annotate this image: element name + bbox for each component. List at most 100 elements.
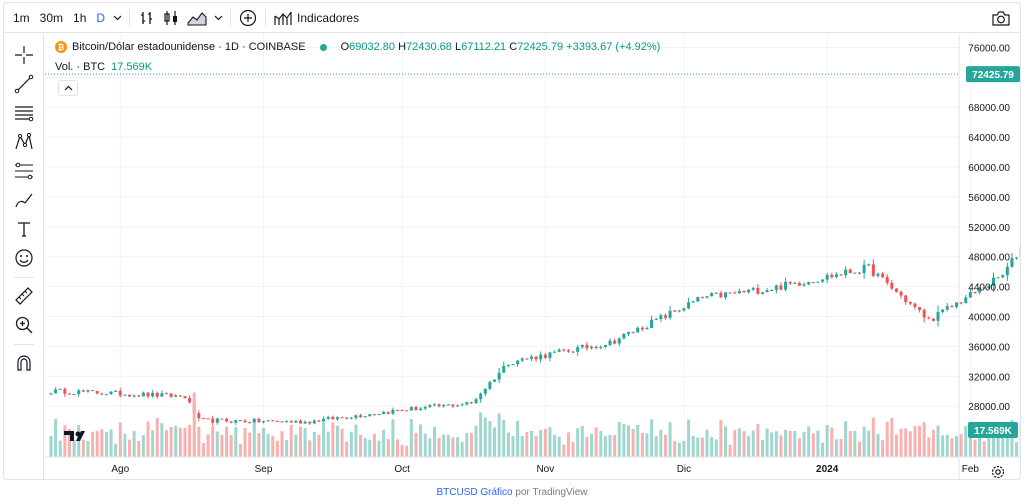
horizontal-lines-icon[interactable] <box>11 100 37 126</box>
volume-bar <box>442 434 446 457</box>
chevron-down-icon[interactable] <box>110 3 124 33</box>
volume-bar <box>765 428 769 457</box>
candle-body <box>354 415 358 418</box>
volume-bar <box>816 430 820 457</box>
candle-body <box>128 394 132 397</box>
volume-legend: Vol. · BTC 17.569K <box>55 61 152 73</box>
volume-bar <box>67 428 71 457</box>
camera-icon[interactable] <box>990 8 1012 28</box>
magnet-icon[interactable] <box>11 350 37 376</box>
indicators-button[interactable]: Indicadores <box>297 10 360 25</box>
time-tick-label: Dic <box>677 464 691 475</box>
volume-bar <box>687 419 691 457</box>
emoji-icon[interactable] <box>11 245 37 271</box>
candle-body <box>359 415 363 417</box>
volume-bar <box>169 426 173 457</box>
candle-body <box>271 420 275 422</box>
interval-30m[interactable]: 30m <box>39 10 64 25</box>
candle-body <box>308 421 312 424</box>
fib-retracement-icon[interactable] <box>11 158 37 184</box>
volume-bar <box>599 431 603 457</box>
trend-line-icon[interactable] <box>11 71 37 97</box>
chevron-down-icon[interactable] <box>211 3 225 33</box>
candle-body <box>95 390 99 394</box>
interval-1m[interactable]: 1m <box>13 10 30 25</box>
low-key: L <box>454 41 462 53</box>
candle-body <box>465 402 469 405</box>
close-value: 72425.79 <box>517 41 564 53</box>
indicators-icon[interactable] <box>271 3 295 33</box>
volume-bar <box>881 440 885 457</box>
volume-bar <box>627 425 630 457</box>
candle-body <box>67 393 71 395</box>
candle-body <box>576 347 580 352</box>
divider <box>14 277 34 278</box>
volume-bar <box>927 437 931 457</box>
divider <box>230 8 232 27</box>
candle-body <box>174 395 178 397</box>
brush-icon[interactable] <box>11 187 37 213</box>
volume-bar <box>894 434 898 457</box>
volume-bar <box>548 427 552 457</box>
gear-icon[interactable] <box>990 464 1006 479</box>
volume-bar <box>483 417 487 457</box>
ruler-icon[interactable] <box>11 283 37 309</box>
volume-bar <box>201 443 205 457</box>
volume-bar <box>460 441 464 457</box>
area-style-icon[interactable] <box>183 3 211 33</box>
volume-bar <box>696 437 700 457</box>
high-value: 72430.68 <box>406 41 452 53</box>
text-icon[interactable] <box>11 216 37 242</box>
pattern-icon[interactable] <box>11 129 37 155</box>
candle-body <box>400 410 404 412</box>
volume-bar <box>506 432 510 457</box>
volume-bar <box>396 439 399 457</box>
volume-bar <box>174 425 178 457</box>
volume-bar <box>1015 442 1019 457</box>
candle-body <box>349 417 353 419</box>
volume-tag: 17.569K <box>968 422 1018 438</box>
symbol-title[interactable]: Bitcoin/Dólar estadounidense · 1D · COIN… <box>72 41 306 53</box>
volume-bar <box>945 434 949 457</box>
volume-bar <box>585 436 589 457</box>
symbol-link[interactable]: BTCUSD Gráfico <box>436 487 513 498</box>
volume-bar <box>409 419 413 457</box>
candle-body <box>673 310 677 312</box>
interval-1h[interactable]: 1h <box>73 10 87 25</box>
volume-bar <box>349 431 353 457</box>
bar-style-icon[interactable] <box>135 3 159 33</box>
volume-bar <box>354 424 358 457</box>
candle-style-icon[interactable] <box>159 3 183 33</box>
price-tick-label: 60000.00 <box>968 163 1010 174</box>
zoom-in-icon[interactable] <box>11 312 37 338</box>
candle-body <box>405 410 409 412</box>
crosshair-icon[interactable] <box>11 42 37 68</box>
interval-d[interactable]: D <box>96 10 106 25</box>
volume-bar <box>760 439 764 457</box>
volume-bar <box>797 438 801 457</box>
candle-body <box>867 264 871 266</box>
candle-body <box>493 379 497 382</box>
volume-bar <box>770 432 774 457</box>
volume-bar <box>737 428 741 457</box>
candle-body <box>442 404 446 407</box>
last-price-tag: 72425.79 <box>966 66 1020 83</box>
candle-body <box>123 394 127 396</box>
candle-body <box>248 422 252 424</box>
volume-bar <box>132 430 136 457</box>
add-compare-icon[interactable] <box>236 3 260 33</box>
collapse-legend-button[interactable] <box>58 80 78 96</box>
volume-bar <box>751 430 755 457</box>
candle-body <box>871 264 875 276</box>
price-chart[interactable]: 76000.0072000.0068000.0064000.0060000.00… <box>4 3 1021 480</box>
candle-body <box>797 282 801 286</box>
candle-body <box>936 312 940 321</box>
time-tick-label: Feb <box>962 464 980 475</box>
price-tick-label: 28000.00 <box>968 402 1010 413</box>
candle-body <box>659 315 663 320</box>
candle-body <box>118 390 122 396</box>
volume-bar <box>368 439 372 457</box>
volume-bar <box>363 437 367 457</box>
volume-bar <box>742 431 746 457</box>
volume-bar <box>622 423 626 457</box>
